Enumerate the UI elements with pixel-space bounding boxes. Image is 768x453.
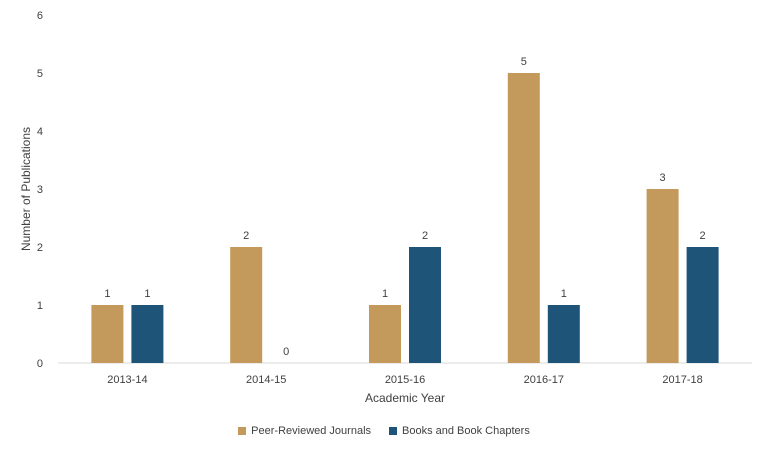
bar-chart: 0 1 2 3 4 5 6 1 1 2 0 1 2 5 1 3 2 2013-14 2014-15 2015-16… xyxy=(19,10,752,405)
legend-item-journals: Peer-Reviewed Journals xyxy=(238,425,371,437)
legend-swatch-books xyxy=(389,427,398,435)
x-tick-label: 2013-14 xyxy=(107,374,147,386)
bar-books xyxy=(547,305,580,363)
bar-journals xyxy=(91,305,124,363)
data-label: 2 xyxy=(422,230,428,242)
data-label: 1 xyxy=(104,288,110,300)
bar-journals xyxy=(230,247,263,363)
legend-item-books: Books and Book Chapters xyxy=(389,425,530,437)
data-label: 3 xyxy=(660,172,666,184)
data-label: 1 xyxy=(382,288,388,300)
bar-journals xyxy=(369,305,401,363)
bar-books xyxy=(131,305,164,363)
y-axis-title: Number of Publications xyxy=(19,127,33,251)
data-label: 2 xyxy=(700,230,706,242)
bar-books xyxy=(686,247,719,363)
data-label: 1 xyxy=(144,288,150,300)
y-tick-label: 4 xyxy=(37,126,43,138)
bar-books xyxy=(409,247,441,363)
data-label: 2 xyxy=(243,230,249,242)
y-tick-label: 1 xyxy=(37,300,43,312)
x-tick-label: 2014-15 xyxy=(246,374,286,386)
legend-label-journals: Peer-Reviewed Journals xyxy=(251,425,372,437)
data-label: 0 xyxy=(283,346,289,358)
y-axis-ticks: 0 1 2 3 4 5 6 xyxy=(37,10,43,370)
y-tick-label: 6 xyxy=(37,10,43,22)
x-tick-label: 2015-16 xyxy=(385,374,425,386)
x-tick-label: 2016-17 xyxy=(524,374,564,386)
x-tick-label: 2017-18 xyxy=(662,374,702,386)
bars: 1 1 2 0 1 2 5 1 3 2 xyxy=(91,56,719,363)
y-tick-label: 5 xyxy=(37,68,43,80)
legend-swatch-journals xyxy=(238,427,247,435)
y-tick-label: 3 xyxy=(37,184,43,196)
x-axis-ticks: 2013-14 2014-15 2015-16 2016-17 2017-18 xyxy=(107,374,703,386)
y-tick-label: 2 xyxy=(37,242,43,254)
legend-label-books: Books and Book Chapters xyxy=(402,425,530,437)
bar-journals xyxy=(507,73,540,363)
data-label: 5 xyxy=(521,56,527,68)
y-tick-label: 0 xyxy=(37,358,43,370)
bar-journals xyxy=(646,189,679,363)
data-label: 1 xyxy=(561,288,567,300)
x-axis-title: Academic Year xyxy=(365,391,445,405)
legend: Peer-Reviewed Journals Books and Book Ch… xyxy=(0,425,768,437)
